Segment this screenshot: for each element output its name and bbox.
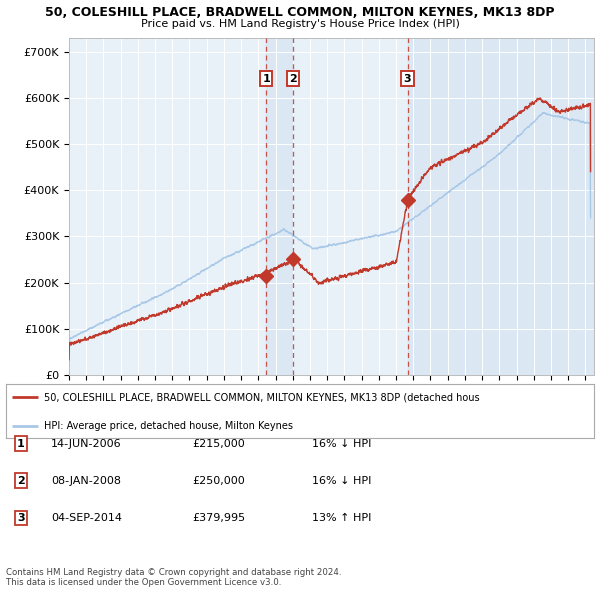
Bar (407, 38, 594, 375)
Text: 1: 1 (262, 74, 270, 84)
Text: 3: 3 (404, 74, 412, 84)
Text: 08-JAN-2008: 08-JAN-2008 (51, 476, 121, 486)
Text: 14-JUN-2006: 14-JUN-2006 (51, 439, 122, 448)
Text: 13% ↑ HPI: 13% ↑ HPI (312, 513, 371, 523)
Text: £215,000: £215,000 (192, 439, 245, 448)
Text: £379,995: £379,995 (192, 513, 245, 523)
Text: 16% ↓ HPI: 16% ↓ HPI (312, 439, 371, 448)
Bar (266, 38, 293, 375)
Text: 2: 2 (17, 476, 25, 486)
Text: Contains HM Land Registry data © Crown copyright and database right 2024.
This d: Contains HM Land Registry data © Crown c… (6, 568, 341, 587)
Text: 16% ↓ HPI: 16% ↓ HPI (312, 476, 371, 486)
Text: Price paid vs. HM Land Registry's House Price Index (HPI): Price paid vs. HM Land Registry's House … (140, 19, 460, 29)
Text: 50, COLESHILL PLACE, BRADWELL COMMON, MILTON KEYNES, MK13 8DP: 50, COLESHILL PLACE, BRADWELL COMMON, MI… (45, 6, 555, 19)
Text: 04-SEP-2014: 04-SEP-2014 (51, 513, 122, 523)
Text: 3: 3 (17, 513, 25, 523)
Text: £250,000: £250,000 (192, 476, 245, 486)
Text: 50, COLESHILL PLACE, BRADWELL COMMON, MILTON KEYNES, MK13 8DP (detached hous: 50, COLESHILL PLACE, BRADWELL COMMON, MI… (44, 392, 480, 402)
Text: 2: 2 (289, 74, 297, 84)
Text: HPI: Average price, detached house, Milton Keynes: HPI: Average price, detached house, Milt… (44, 421, 293, 431)
Text: 1: 1 (17, 439, 25, 448)
